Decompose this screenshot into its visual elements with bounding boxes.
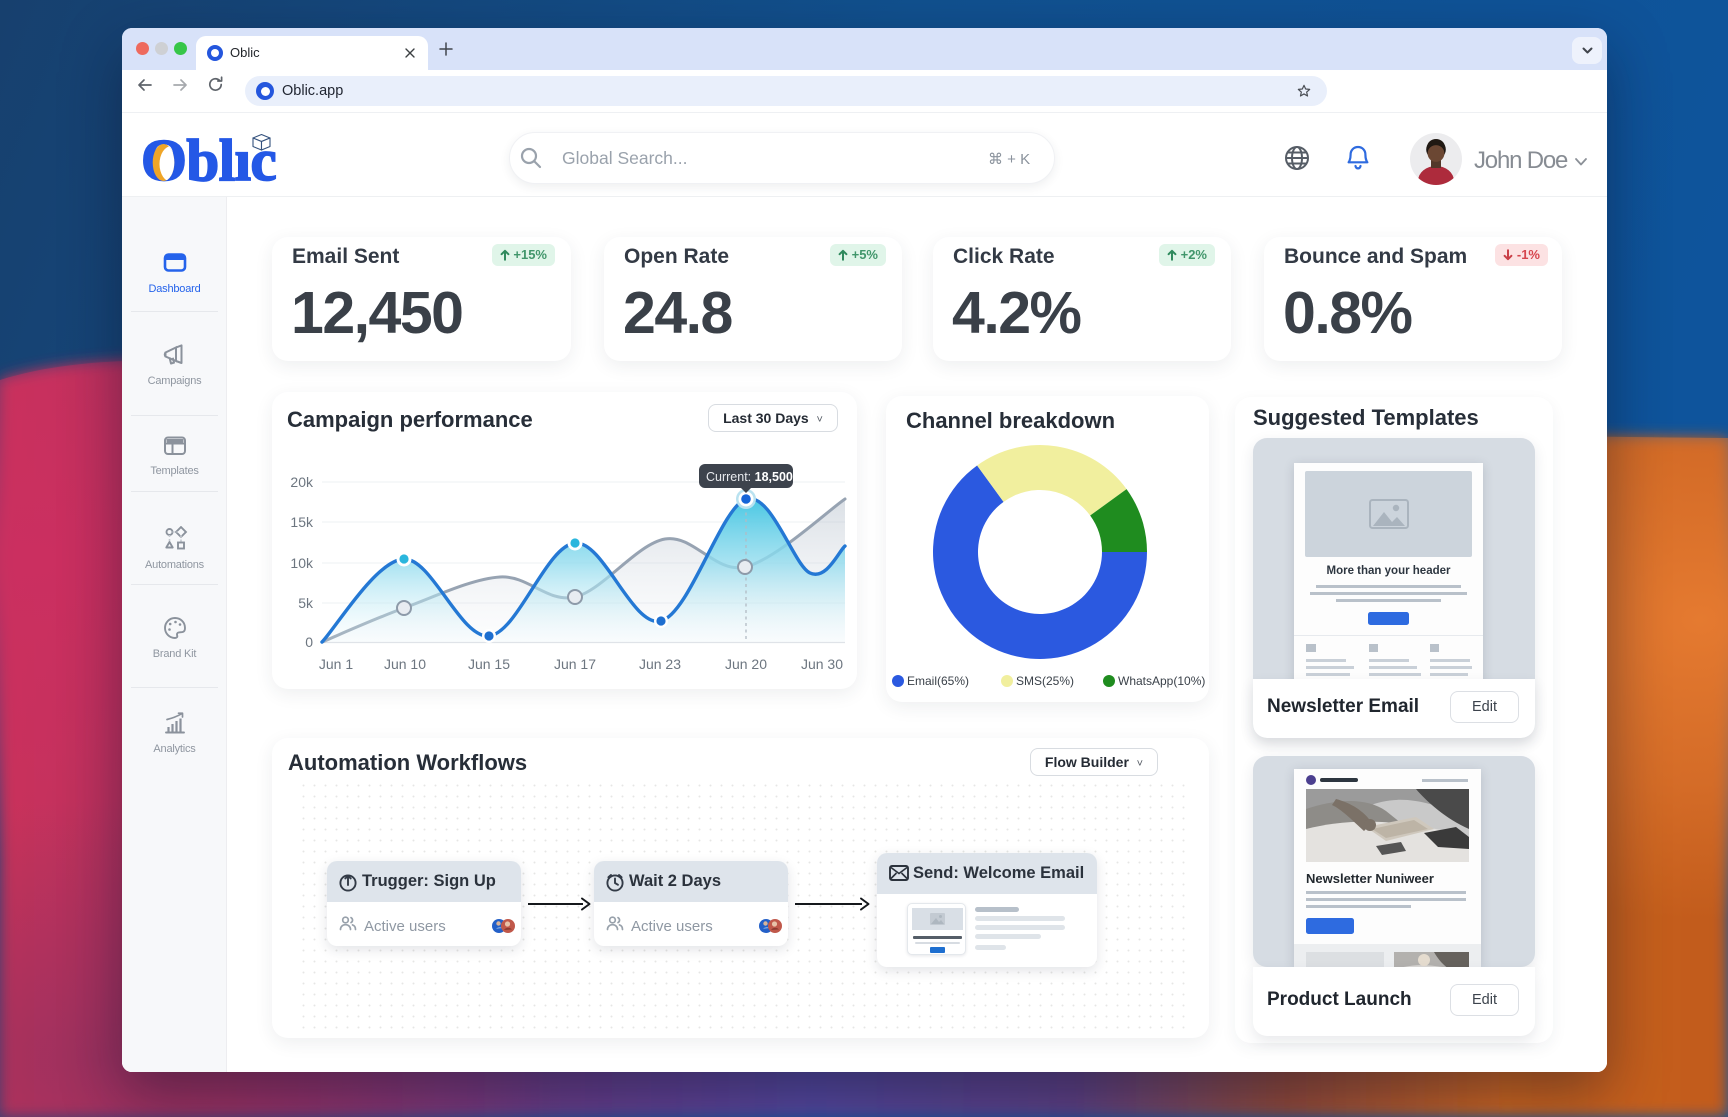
svg-text:Jun 30: Jun 30: [801, 656, 843, 672]
svg-text:5k: 5k: [298, 595, 314, 611]
svg-text:Jun 15: Jun 15: [468, 656, 510, 672]
svg-text:Jun 20: Jun 20: [725, 656, 767, 672]
svg-text:Jun 17: Jun 17: [554, 656, 596, 672]
svg-text:Jun 23: Jun 23: [639, 656, 681, 672]
svg-text:SMS(25%): SMS(25%): [1016, 674, 1074, 688]
svg-text:Current: 18,500: Current: 18,500: [706, 470, 793, 484]
svg-text:Jun 10: Jun 10: [384, 656, 426, 672]
svg-text:WhatsApp(10%): WhatsApp(10%): [1118, 674, 1205, 688]
svg-text:Email(65%): Email(65%): [907, 674, 969, 688]
svg-text:0: 0: [305, 634, 313, 650]
svg-text:10k: 10k: [290, 555, 314, 571]
svg-text:15k: 15k: [290, 514, 314, 530]
svg-text:20k: 20k: [290, 474, 314, 490]
svg-text:Jun 1: Jun 1: [319, 656, 353, 672]
